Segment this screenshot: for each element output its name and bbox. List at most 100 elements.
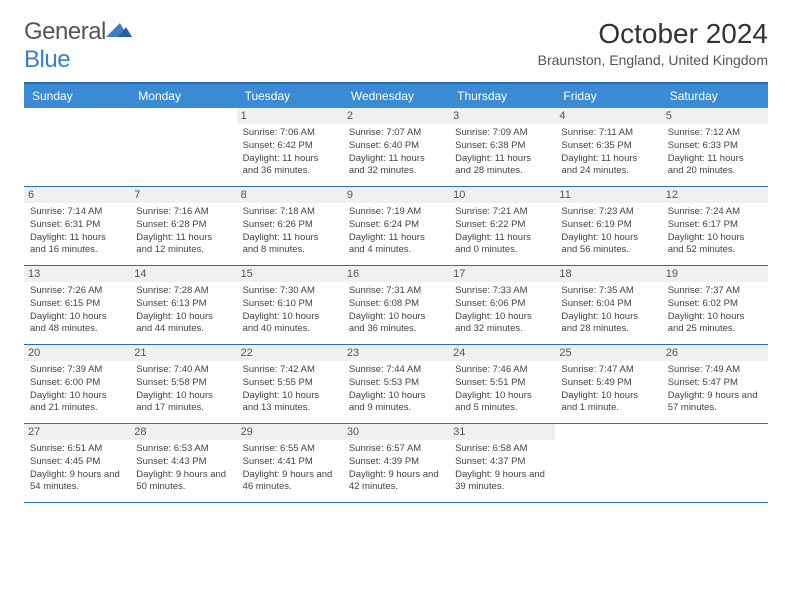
empty-cell [130,108,236,186]
empty-cell [24,108,130,186]
week-row: 1 Sunrise: 7:06 AMSunset: 6:42 PMDaylight… [24,108,768,187]
day-number: 29 [237,424,343,440]
day-header-cell: Sunday [24,84,130,108]
day-number: 17 [449,266,555,282]
day-info: Sunrise: 7:09 AMSunset: 6:38 PMDaylight:… [455,127,549,178]
day-number: 10 [449,187,555,203]
day-cell: 16 Sunrise: 7:31 AMSunset: 6:08 PMDayligh… [343,266,449,344]
day-header-cell: Wednesday [343,84,449,108]
day-info: Sunrise: 7:24 AMSunset: 6:17 PMDaylight:… [668,206,762,257]
day-number: 22 [237,345,343,361]
day-number: 9 [343,187,449,203]
day-header-cell: Monday [130,84,236,108]
logo: GeneralBlue [24,18,132,74]
day-cell: 5 Sunrise: 7:12 AMSunset: 6:33 PMDaylight… [662,108,768,186]
logo-triangle-icon [106,21,132,39]
day-info: Sunrise: 7:31 AMSunset: 6:08 PMDaylight:… [349,285,443,336]
day-cell: 25Sunrise: 7:47 AMSunset: 5:49 PMDayligh… [555,345,661,423]
day-header-cell: Friday [555,84,661,108]
day-cell: 4Sunrise: 7:11 AMSunset: 6:35 PMDaylight… [555,108,661,186]
day-info: Sunrise: 7:35 AMSunset: 6:04 PMDaylight:… [561,285,655,336]
logo-part2: Blue [24,46,70,73]
day-info: Sunrise: 7:30 AMSunset: 6:10 PMDaylight:… [243,285,337,336]
week-row: 20 Sunrise: 7:39 AMSunset: 6:00 PMDayligh… [24,345,768,424]
day-info: Sunrise: 6:55 AMSunset: 4:41 PMDaylight:… [243,443,337,494]
day-cell: 8Sunrise: 7:18 AMSunset: 6:26 PMDaylight… [237,187,343,265]
day-info: Sunrise: 7:23 AMSunset: 6:19 PMDaylight:… [561,206,655,257]
day-info: Sunrise: 7:28 AMSunset: 6:13 PMDaylight:… [136,285,230,336]
day-info: Sunrise: 7:46 AMSunset: 5:51 PMDaylight:… [455,364,549,415]
day-cell: 26 Sunrise: 7:49 AMSunset: 5:47 PMDayligh… [662,345,768,423]
day-number: 26 [662,345,768,361]
day-header-cell: Saturday [662,84,768,108]
day-cell: 2 Sunrise: 7:07 AMSunset: 6:40 PMDaylight… [343,108,449,186]
day-info: Sunrise: 7:26 AMSunset: 6:15 PMDaylight:… [30,285,124,336]
day-number: 20 [24,345,130,361]
day-cell: 24 Sunrise: 7:46 AMSunset: 5:51 PMDayligh… [449,345,555,423]
day-number: 18 [555,266,661,282]
day-info: Sunrise: 7:39 AMSunset: 6:00 PMDaylight:… [30,364,124,415]
day-number: 11 [555,187,661,203]
day-number: 7 [130,187,236,203]
logo-part1: General [24,18,106,45]
day-number: 28 [130,424,236,440]
day-info: Sunrise: 7:33 AMSunset: 6:06 PMDaylight:… [455,285,549,336]
day-cell: 27Sunrise: 6:51 AMSunset: 4:45 PMDayligh… [24,424,130,502]
header: GeneralBlue October 2024 Braunston, Engl… [24,18,768,74]
day-cell: 17 Sunrise: 7:33 AMSunset: 6:06 PMDayligh… [449,266,555,344]
day-number: 5 [662,108,768,124]
empty-cell [555,424,661,502]
day-number: 19 [662,266,768,282]
location: Braunston, England, United Kingdom [538,52,768,68]
day-number: 15 [237,266,343,282]
day-info: Sunrise: 7:16 AMSunset: 6:28 PMDaylight:… [136,206,230,257]
day-number: 13 [24,266,130,282]
day-number: 24 [449,345,555,361]
day-cell: 1 Sunrise: 7:06 AMSunset: 6:42 PMDaylight… [237,108,343,186]
day-number: 31 [449,424,555,440]
day-number: 23 [343,345,449,361]
day-cell: 28Sunrise: 6:53 AMSunset: 4:43 PMDayligh… [130,424,236,502]
day-info: Sunrise: 7:21 AMSunset: 6:22 PMDaylight:… [455,206,549,257]
calendar: SundayMondayTuesdayWednesdayThursdayFrid… [24,82,768,503]
day-number: 16 [343,266,449,282]
page: GeneralBlue October 2024 Braunston, Engl… [0,0,792,521]
day-number: 1 [237,108,343,124]
day-number: 14 [130,266,236,282]
day-number: 6 [24,187,130,203]
day-info: Sunrise: 7:19 AMSunset: 6:24 PMDaylight:… [349,206,443,257]
day-info: Sunrise: 7:37 AMSunset: 6:02 PMDaylight:… [668,285,762,336]
day-info: Sunrise: 7:47 AMSunset: 5:49 PMDaylight:… [561,364,655,415]
day-info: Sunrise: 7:44 AMSunset: 5:53 PMDaylight:… [349,364,443,415]
day-cell: 23 Sunrise: 7:44 AMSunset: 5:53 PMDayligh… [343,345,449,423]
day-number: 27 [24,424,130,440]
day-info: Sunrise: 7:06 AMSunset: 6:42 PMDaylight:… [243,127,337,178]
day-cell: 6Sunrise: 7:14 AMSunset: 6:31 PMDaylight… [24,187,130,265]
day-info: Sunrise: 7:49 AMSunset: 5:47 PMDaylight:… [668,364,762,415]
day-cell: 21Sunrise: 7:40 AMSunset: 5:58 PMDayligh… [130,345,236,423]
day-header-row: SundayMondayTuesdayWednesdayThursdayFrid… [24,84,768,108]
day-cell: 31 Sunrise: 6:58 AMSunset: 4:37 PMDayligh… [449,424,555,502]
day-number: 2 [343,108,449,124]
day-info: Sunrise: 6:58 AMSunset: 4:37 PMDaylight:… [455,443,549,494]
day-cell: 14 Sunrise: 7:28 AMSunset: 6:13 PMDayligh… [130,266,236,344]
day-header-cell: Thursday [449,84,555,108]
day-cell: 30Sunrise: 6:57 AMSunset: 4:39 PMDayligh… [343,424,449,502]
day-number: 12 [662,187,768,203]
week-row: 6Sunrise: 7:14 AMSunset: 6:31 PMDaylight… [24,187,768,266]
day-cell: 15 Sunrise: 7:30 AMSunset: 6:10 PMDayligh… [237,266,343,344]
month-title: October 2024 [538,18,768,50]
day-number: 4 [555,108,661,124]
day-cell: 3Sunrise: 7:09 AMSunset: 6:38 PMDaylight… [449,108,555,186]
day-number: 8 [237,187,343,203]
day-info: Sunrise: 7:40 AMSunset: 5:58 PMDaylight:… [136,364,230,415]
day-info: Sunrise: 7:12 AMSunset: 6:33 PMDaylight:… [668,127,762,178]
day-cell: 7 Sunrise: 7:16 AMSunset: 6:28 PMDaylight… [130,187,236,265]
day-header-cell: Tuesday [237,84,343,108]
day-info: Sunrise: 7:07 AMSunset: 6:40 PMDaylight:… [349,127,443,178]
day-cell: 20 Sunrise: 7:39 AMSunset: 6:00 PMDayligh… [24,345,130,423]
empty-cell [662,424,768,502]
week-row: 27Sunrise: 6:51 AMSunset: 4:45 PMDayligh… [24,424,768,503]
day-cell: 22Sunrise: 7:42 AMSunset: 5:55 PMDayligh… [237,345,343,423]
logo-text: GeneralBlue [24,18,132,74]
